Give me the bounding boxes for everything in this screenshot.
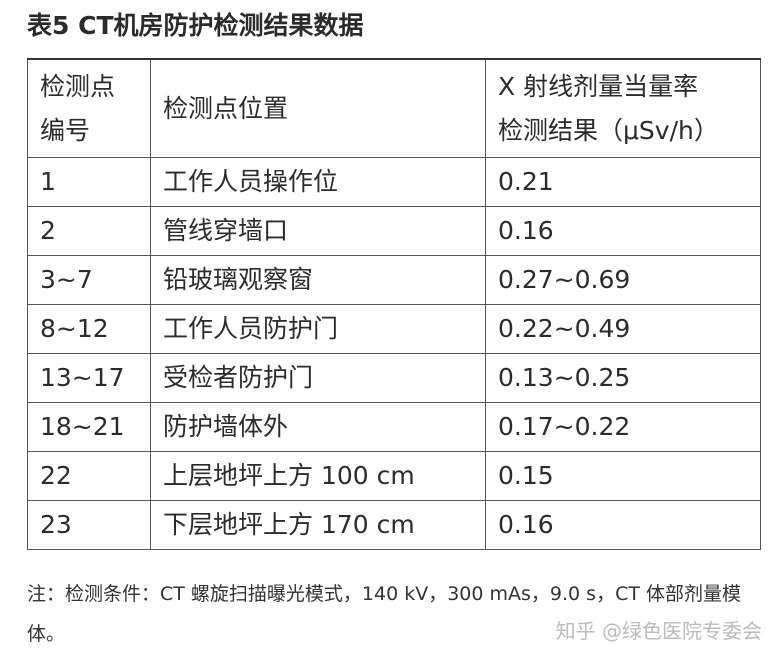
data-table: 检测点 编号 检测点位置 X 射线剂量当量率 检测结果（μSv/h） 1 工作人员操作位 0.… [27,58,761,550]
header-text: 检测点位置 [163,93,289,123]
table-row: 23 下层地坪上方 170 cm 0.16 [27,500,761,550]
header-cell: 检测点 编号 [27,58,151,158]
table-cell: 0.22~0.49 [485,304,761,354]
table-cell: 18~21 [27,402,151,452]
table-cell: 13~17 [27,353,151,403]
table-cell: 0.13~0.25 [485,353,761,403]
table-cell: 工作人员操作位 [150,157,486,207]
table-cell: 8~12 [27,304,151,354]
table-cell: 管线穿墙口 [150,206,486,256]
table-row: 8~12 工作人员防护门 0.22~0.49 [27,304,761,354]
header-text: 检测点 [40,71,116,101]
table-cell: 上层地坪上方 100 cm [150,451,486,501]
header-cell: X 射线剂量当量率 检测结果（μSv/h） [485,58,761,158]
header-text: 编号 [40,115,91,145]
table-cell: 0.15 [485,451,761,501]
table-row: 22 上层地坪上方 100 cm 0.15 [27,451,761,501]
table-cell: 1 [27,157,151,207]
table-cell: 防护墙体外 [150,402,486,452]
table-row: 2 管线穿墙口 0.16 [27,206,761,256]
table-cell: 工作人员防护门 [150,304,486,354]
table-cell: 0.27~0.69 [485,255,761,305]
table-row: 3~7 铅玻璃观察窗 0.27~0.69 [27,255,761,305]
table-cell: 2 [27,206,151,256]
table-cell: 23 [27,500,151,550]
table-row: 18~21 防护墙体外 0.17~0.22 [27,402,761,452]
watermark: 知乎 @绿色医院专委会 [555,619,762,643]
table-cell: 受检者防护门 [150,353,486,403]
table-cell: 0.16 [485,500,761,550]
header-cell: 检测点位置 [150,58,486,158]
table-cell: 铅玻璃观察窗 [150,255,486,305]
header-row: 检测点 编号 检测点位置 X 射线剂量当量率 检测结果（μSv/h） [27,58,761,158]
table-cell: 3~7 [27,255,151,305]
table-cell: 0.16 [485,206,761,256]
table-title: 表5 CT机房防护检测结果数据 [27,11,364,40]
table-cell: 下层地坪上方 170 cm [150,500,486,550]
table-row: 1 工作人员操作位 0.21 [27,157,761,207]
header-text: 检测结果（μSv/h） [498,115,719,145]
header-text: X 射线剂量当量率 [498,71,699,101]
table-cell: 0.21 [485,157,761,207]
table-cell: 22 [27,451,151,501]
footnote: 注：检测条件：CT 螺旋扫描曝光模式，140 kV，300 mAs，9.0 s，… [27,583,741,645]
table-row: 13~17 受检者防护门 0.13~0.25 [27,353,761,403]
table-cell: 0.17~0.22 [485,402,761,452]
